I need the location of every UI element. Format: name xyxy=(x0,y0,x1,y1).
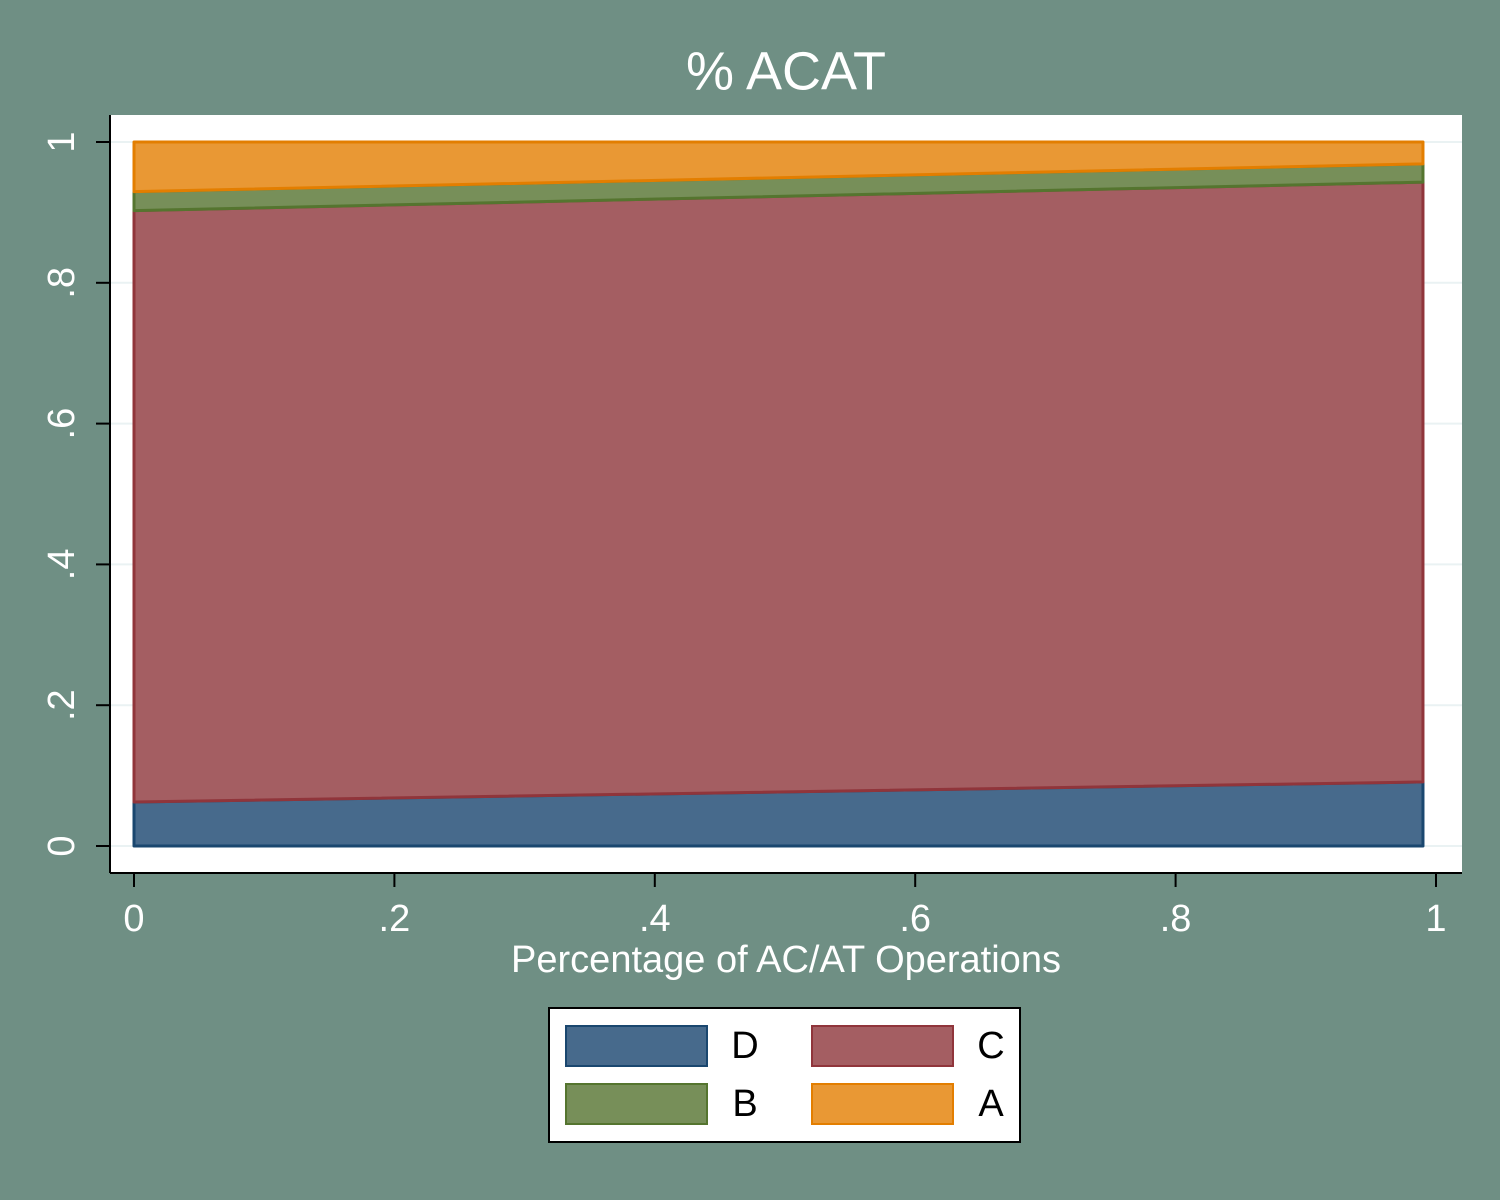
y-tick-label: .6 xyxy=(41,408,83,440)
x-tick-label: .8 xyxy=(1160,898,1192,940)
x-tick-label: .6 xyxy=(899,898,931,940)
y-tick-label: .2 xyxy=(41,689,83,721)
y-tick-label: .4 xyxy=(41,549,83,581)
legend-label: D xyxy=(731,1025,758,1067)
legend-label: A xyxy=(978,1083,1004,1125)
x-tick-label: .4 xyxy=(639,898,671,940)
legend-swatch xyxy=(565,1025,708,1067)
y-tick-label: 1 xyxy=(41,131,83,152)
legend-swatch xyxy=(565,1083,708,1125)
x-tick-label: .2 xyxy=(379,898,411,940)
legend-label: B xyxy=(732,1083,757,1125)
area xyxy=(132,140,1425,194)
area xyxy=(132,180,1425,804)
y-tick-label: .8 xyxy=(41,267,83,299)
chart-title: % ACAT xyxy=(686,41,886,101)
legend-swatch xyxy=(811,1025,954,1067)
x-tick-label: 0 xyxy=(123,898,144,940)
legend-swatch xyxy=(811,1083,954,1125)
x-tick-label: 1 xyxy=(1425,898,1446,940)
y-tick-label: 0 xyxy=(41,835,83,856)
x-axis-title: Percentage of AC/AT Operations xyxy=(511,939,1061,981)
legend-label: C xyxy=(977,1025,1004,1067)
